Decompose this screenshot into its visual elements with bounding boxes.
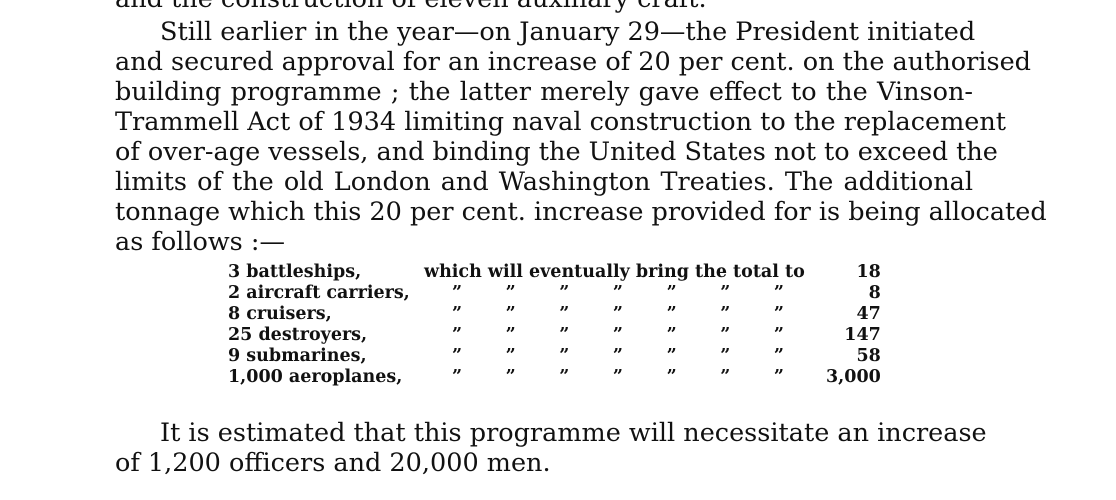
ditto-marks: ” ” ” ” ” ” ” (424, 304, 826, 325)
allocation-item: 3 battleships, (228, 262, 362, 282)
paragraph-3-line-2: of 1,200 officers and 20,000 men. (115, 448, 551, 478)
allocation-item: 1,000 aeroplanes, (228, 367, 403, 387)
ditto-mark: ” (773, 304, 784, 324)
ditto-mark: ” (666, 304, 677, 324)
paragraph-2-line-3: building programme ; the latter merely g… (115, 77, 973, 107)
ditto-mark: ” (612, 367, 623, 387)
ditto-mark: ” (666, 283, 677, 303)
ditto-mark: ” (720, 304, 731, 324)
allocation-item: 9 submarines, (228, 346, 367, 366)
ditto-mark: ” (559, 283, 570, 303)
ditto-marks: ” ” ” ” ” ” ” (424, 325, 826, 346)
allocation-total: 58 (856, 346, 881, 366)
ditto-mark: ” (559, 346, 570, 366)
paragraph-2-line-1: Still earlier in the year—on January 29—… (160, 17, 976, 47)
allocation-phrase: which will eventually bring the total to (424, 262, 805, 282)
ditto-marks: ” ” ” ” ” ” ” (424, 367, 826, 388)
table-row: 1,000 aeroplanes, ” ” ” ” ” ” ” 3,000 (228, 367, 881, 388)
ditto-mark: ” (720, 367, 731, 387)
allocation-total: 18 (856, 262, 881, 282)
ditto-mark: ” (452, 325, 463, 345)
paragraph-1-tail: and the construction of eleven auxiliary… (115, 0, 973, 14)
ditto-mark: ” (720, 346, 731, 366)
ditto-mark: ” (559, 325, 570, 345)
ditto-mark: ” (505, 367, 516, 387)
allocation-item: 8 cruisers, (228, 304, 332, 324)
paragraph-2-line-4: Trammell Act of 1934 limiting naval cons… (115, 107, 1007, 137)
paragraph-3-line-1: It is estimated that this programme will… (160, 418, 987, 448)
ditto-mark: ” (720, 325, 731, 345)
ditto-mark: ” (773, 367, 784, 387)
paragraph-2-line-7: tonnage which this 20 per cent. increase… (115, 197, 1047, 227)
table-row: 2 aircraft carriers, ” ” ” ” ” ” ” 8 (228, 283, 881, 304)
ditto-mark: ” (612, 283, 623, 303)
ditto-mark: ” (773, 283, 784, 303)
ditto-mark: ” (505, 346, 516, 366)
allocation-total: 3,000 (826, 367, 881, 387)
ditto-mark: ” (452, 283, 463, 303)
ditto-mark: ” (773, 346, 784, 366)
ditto-mark: ” (720, 283, 731, 303)
ditto-mark: ” (452, 367, 463, 387)
ditto-mark: ” (452, 346, 463, 366)
ditto-marks: ” ” ” ” ” ” ” (424, 283, 826, 304)
table-row: 8 cruisers, ” ” ” ” ” ” ” 47 (228, 304, 881, 325)
allocation-item: 25 destroyers, (228, 325, 368, 345)
ditto-mark: ” (773, 325, 784, 345)
paragraph-2-line-5: of over-age vessels, and binding the Uni… (115, 137, 998, 167)
ditto-mark: ” (612, 346, 623, 366)
allocation-table: 3 battleships, which will eventually bri… (228, 262, 881, 388)
ditto-mark: ” (666, 346, 677, 366)
allocation-total: 47 (856, 304, 881, 324)
allocation-total: 8 (868, 283, 881, 303)
ditto-mark: ” (505, 283, 516, 303)
paragraph-2-line-8: as follows :— (115, 227, 285, 257)
paragraph-2-line-2: and secured approval for an increase of … (115, 47, 1032, 77)
ditto-marks: ” ” ” ” ” ” ” (424, 346, 826, 367)
ditto-mark: ” (505, 325, 516, 345)
ditto-mark: ” (452, 304, 463, 324)
paragraph-2-line-6: limits of the old London and Washington … (115, 167, 973, 197)
table-row: 3 battleships, which will eventually bri… (228, 262, 881, 283)
allocation-item: 2 aircraft carriers, (228, 283, 410, 303)
ditto-mark: ” (505, 304, 516, 324)
table-row: 25 destroyers, ” ” ” ” ” ” ” 147 (228, 325, 881, 346)
table-row: 9 submarines, ” ” ” ” ” ” ” 58 (228, 346, 881, 367)
ditto-mark: ” (612, 325, 623, 345)
ditto-mark: ” (666, 325, 677, 345)
ditto-mark: ” (559, 304, 570, 324)
ditto-mark: ” (666, 367, 677, 387)
ditto-mark: ” (559, 367, 570, 387)
ditto-mark: ” (612, 304, 623, 324)
allocation-total: 147 (844, 325, 881, 345)
